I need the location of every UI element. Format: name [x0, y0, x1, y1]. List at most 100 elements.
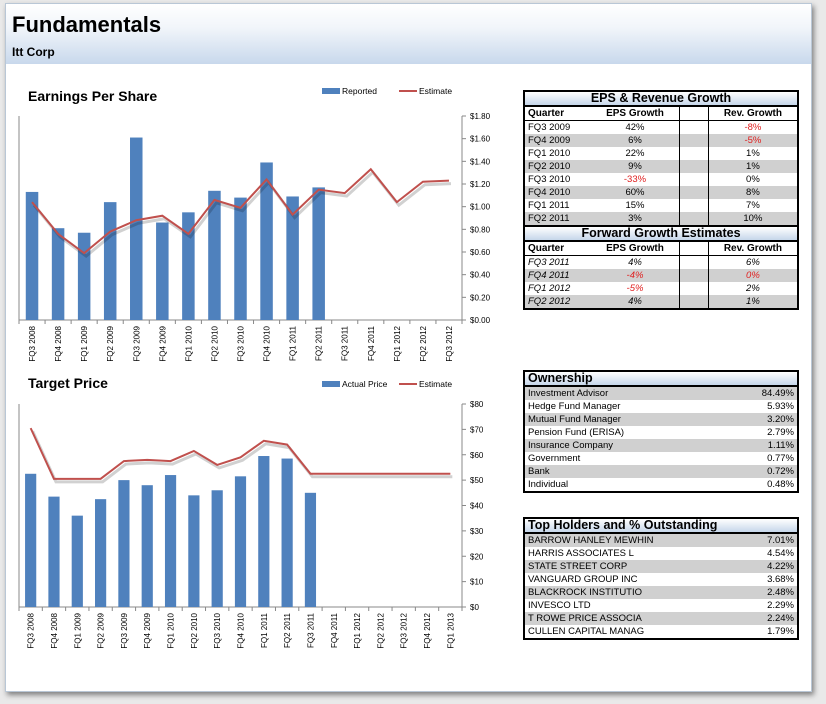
quarter-cell: FQ4 2011	[528, 270, 570, 281]
company-name: Itt Corp	[12, 45, 55, 59]
legend-label: Estimate	[419, 379, 452, 389]
quarter-cell: FQ3 2009	[528, 122, 571, 133]
bar	[286, 196, 299, 320]
quarter-cell: FQ4 2009	[528, 135, 571, 146]
rev-growth-cell: 2%	[746, 283, 760, 294]
bar	[71, 515, 83, 607]
name-cell: CULLEN CAPITAL MANAG	[528, 626, 645, 637]
table-row: Investment Advisor 84.49%	[525, 386, 797, 400]
table-row: VANGUARD GROUP INC 3.68%	[525, 573, 797, 586]
column-gap	[678, 120, 709, 134]
name-cell: STATE STREET CORP	[528, 561, 628, 572]
quarter-cell: FQ2 2010	[528, 161, 571, 172]
bar	[141, 485, 153, 607]
table-row: Individual 0.48%	[525, 478, 797, 491]
x-tick-label: FQ2 2011	[283, 612, 292, 648]
y-tick-label: $0.40	[470, 271, 491, 280]
quarter-cell: FQ1 2011	[528, 200, 570, 211]
estimate-line	[31, 167, 450, 255]
x-tick-label: FQ1 2011	[289, 325, 298, 361]
name-cell: VANGUARD GROUP INC	[528, 574, 638, 585]
col-header: Rev. Growth	[708, 241, 797, 256]
quarter-cell: FQ4 2010	[528, 187, 571, 198]
bar	[281, 458, 293, 607]
y-tick-label: $20	[470, 552, 484, 561]
bar	[77, 232, 91, 320]
eps-growth-cell: 9%	[628, 161, 642, 172]
bar	[208, 190, 221, 320]
estimate-line	[29, 427, 451, 480]
x-tick-label: FQ3 2012	[445, 325, 454, 361]
ownership-title: Ownership	[525, 372, 797, 387]
eps-growth-cell: 42%	[625, 122, 645, 133]
bar	[164, 475, 177, 607]
legend-swatch-bar	[322, 88, 340, 94]
x-tick-label: FQ3 2008	[28, 325, 37, 361]
name-cell: BARROW HANLEY MEWHIN	[528, 535, 654, 546]
name-cell: Individual	[528, 479, 569, 490]
table-row: BLACKROCK INSTITUTIO 2.48%	[525, 586, 797, 599]
column-gap	[678, 199, 709, 212]
name-cell: BLACKROCK INSTITUTIO	[528, 587, 643, 598]
x-tick-label: FQ2 2009	[97, 612, 106, 648]
x-tick-label: FQ4 2011	[330, 612, 339, 648]
bar	[258, 456, 270, 607]
x-tick-label: FQ2 2012	[419, 325, 428, 361]
x-tick-label: FQ2 2011	[315, 325, 324, 361]
table-row: FQ4 2011 -4% 0%	[525, 269, 797, 282]
x-tick-label: FQ4 2010	[263, 325, 272, 361]
percent-cell: 2.29%	[767, 600, 794, 611]
chart-title: Target Price	[28, 375, 108, 391]
x-tick-label: FQ4 2008	[50, 612, 59, 648]
y-tick-label: $50	[470, 476, 484, 485]
chart-title: Earnings Per Share	[28, 88, 157, 104]
quarter-cell: FQ1 2012	[528, 283, 571, 294]
name-cell: Bank	[528, 466, 550, 477]
percent-cell: 4.54%	[767, 548, 794, 559]
quarter-cell: FQ3 2011	[528, 257, 570, 268]
fundamentals-panel: Fundamentals Itt Corp Earnings Per Share…	[5, 3, 812, 692]
y-tick-label: $0	[470, 603, 479, 612]
bar	[312, 187, 325, 320]
name-cell: Mutual Fund Manager	[528, 414, 621, 425]
target-price-chart: Target Price Actual Price Estimate $0 $10 $20…	[18, 375, 484, 649]
x-tick-label: FQ1 2010	[167, 612, 176, 648]
percent-cell: 1.79%	[767, 626, 794, 637]
x-tick-label: FQ3 2009	[120, 612, 129, 648]
x-tick-label: FQ2 2012	[376, 612, 385, 648]
table-row: FQ1 2011 15% 7%	[525, 199, 797, 212]
forward-table-title: Forward Growth Estimates	[525, 225, 797, 242]
legend-label: Estimate	[419, 86, 452, 96]
x-tick-label: FQ2 2009	[106, 325, 115, 361]
table-row: FQ1 2012 -5% 2%	[525, 282, 797, 295]
column-gap	[678, 173, 709, 186]
eps-growth-cell: 22%	[625, 148, 645, 159]
quarter-cell: FQ2 2012	[528, 296, 571, 307]
y-tick-label: $0.00	[470, 316, 491, 325]
rev-growth-cell: -5%	[744, 135, 762, 146]
rev-growth-cell: 0%	[746, 270, 760, 281]
table-row: FQ1 2010 22% 1%	[525, 147, 797, 160]
table-row: FQ4 2010 60% 8%	[525, 186, 797, 199]
column-gap	[678, 134, 709, 147]
name-cell: Insurance Company	[528, 440, 614, 451]
percent-cell: 2.79%	[767, 427, 794, 438]
bar	[156, 222, 169, 320]
rev-growth-cell: -8%	[744, 122, 762, 133]
bar	[234, 197, 247, 320]
table-row: BARROW HANLEY MEWHIN 7.01%	[525, 533, 797, 547]
x-tick-label: FQ4 2012	[423, 612, 432, 648]
bar	[118, 480, 130, 607]
bar	[182, 212, 195, 320]
rev-growth-cell: 6%	[746, 257, 760, 268]
y-tick-label: $1.20	[470, 180, 491, 189]
y-tick-label: $1.60	[470, 135, 491, 144]
chart-legend: Actual Price Estimate	[322, 379, 452, 389]
name-cell: Investment Advisor	[528, 388, 609, 399]
percent-cell: 5.93%	[767, 401, 794, 412]
x-tick-label: FQ1 2012	[353, 612, 362, 648]
percent-cell: 3.68%	[767, 574, 794, 585]
x-tick-label: FQ1 2012	[393, 325, 402, 361]
bar	[51, 228, 65, 320]
bar	[25, 191, 39, 320]
